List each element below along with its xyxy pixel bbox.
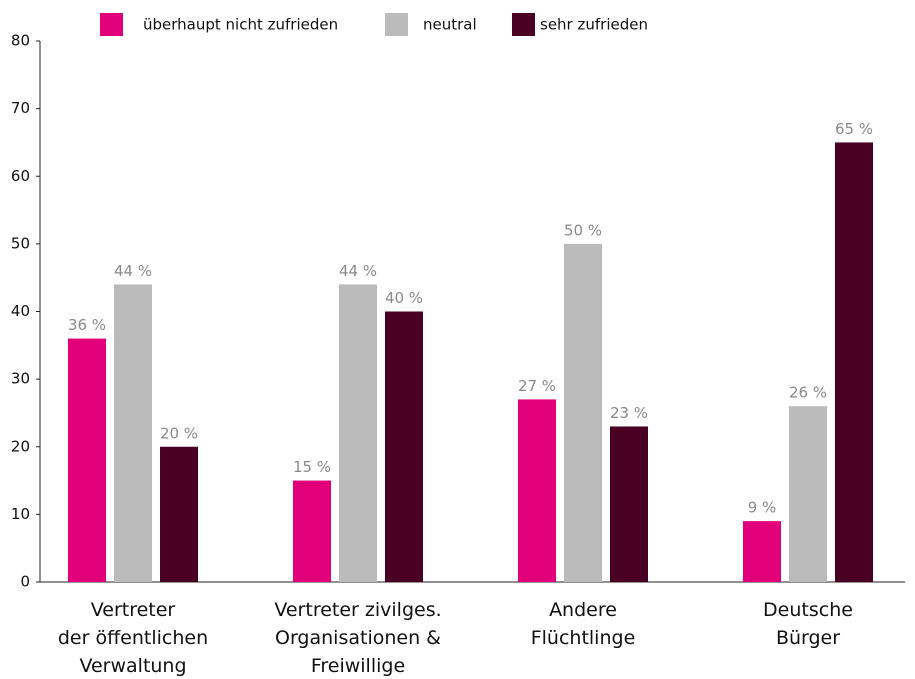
bar: [385, 311, 423, 582]
bar: [160, 446, 198, 582]
value-label: 44 %: [114, 262, 152, 280]
value-label: 40 %: [385, 289, 423, 307]
y-tick-label: 10: [11, 505, 30, 523]
y-tick-label: 80: [11, 32, 30, 50]
value-label: 15 %: [293, 458, 331, 476]
y-tick-label: 0: [20, 573, 30, 591]
bar: [743, 521, 781, 582]
legend-label: neutral: [423, 16, 477, 34]
y-tick-label: 20: [11, 437, 30, 455]
x-tick-label: Andere Flüchtlinge: [530, 599, 636, 649]
bar: [114, 284, 152, 582]
y-tick-label: 40: [11, 302, 30, 320]
x-tick-label: Vertreter zivilges. Organisationen & Fre…: [274, 599, 442, 677]
y-tick-label: 70: [11, 99, 30, 117]
bar: [68, 338, 106, 582]
bar: [518, 399, 556, 582]
bar: [789, 406, 827, 582]
bar: [293, 480, 331, 582]
value-label: 26 %: [789, 384, 827, 402]
x-tick-label: Vertreter der öffentlichen Verwaltung: [57, 599, 209, 677]
value-label: 36 %: [68, 316, 106, 334]
y-tick-label: 60: [11, 167, 30, 185]
value-label: 20 %: [160, 424, 198, 442]
legend-swatch: [512, 13, 535, 36]
y-tick-label: 30: [11, 370, 30, 388]
bar: [610, 426, 648, 582]
legend-swatch: [385, 13, 408, 36]
bar: [564, 243, 602, 582]
legend-label: überhaupt nicht zufrieden: [143, 16, 338, 34]
value-label: 27 %: [518, 377, 556, 395]
legend-label: sehr zufrieden: [540, 16, 648, 34]
value-label: 23 %: [610, 404, 648, 422]
bar: [339, 284, 377, 582]
value-label: 65 %: [835, 120, 873, 138]
x-tick-label: Deutsche Bürger: [763, 599, 853, 649]
value-label: 44 %: [339, 262, 377, 280]
y-tick-label: 50: [11, 234, 30, 252]
legend-swatch: [100, 13, 123, 36]
value-label: 50 %: [564, 221, 602, 239]
value-label: 9 %: [748, 499, 777, 517]
bar: [835, 142, 873, 582]
